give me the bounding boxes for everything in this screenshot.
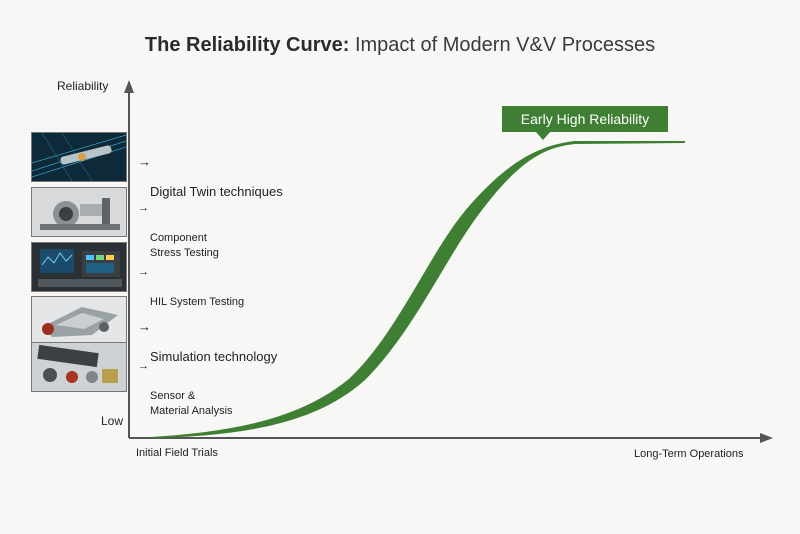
page-title: The Reliability Curve: Impact of Modern …: [0, 34, 800, 57]
reliability-curve: [150, 141, 685, 438]
arrow-right-icon: →: [138, 202, 149, 214]
title-bold: The Reliability Curve:: [144, 34, 350, 56]
item-label: HIL System Testing: [150, 296, 245, 308]
hil-testing-image: [31, 242, 127, 292]
item-label: Simulation technology: [150, 349, 278, 364]
item-hil-testing: → HIL System Testing: [138, 265, 244, 325]
title-rest: Impact of Modern V&V Processes: [354, 34, 656, 56]
item-label: Digital Twin techniques: [150, 184, 283, 199]
item-sensor-analysis: → Sensor & Material Analysis: [138, 359, 233, 434]
digital-twin-image: [31, 132, 127, 182]
y-axis-arrowhead: [124, 80, 134, 93]
arrow-right-icon: →: [138, 360, 149, 372]
y-axis-bottom-label: Low: [101, 414, 124, 428]
x-axis-arrowhead: [760, 433, 773, 443]
item-stress-testing: → Component Stress Testing: [138, 201, 219, 276]
early-high-reliability-callout: Early High Reliability: [502, 106, 668, 132]
simulation-image: [31, 296, 127, 346]
arrow-right-icon: →: [138, 154, 151, 169]
item-label: Sensor & Material Analysis: [150, 390, 233, 417]
arrow-right-icon: →: [138, 319, 151, 334]
item-simulation: → Simulation technology: [138, 319, 277, 379]
x-axis-right-label: Long-Term Operations: [634, 448, 744, 460]
y-axis-top-label: Reliability: [57, 79, 109, 93]
sensor-analysis-image: [31, 342, 127, 392]
arrow-right-icon: →: [138, 266, 149, 278]
stress-testing-image: [31, 187, 127, 237]
x-axis-left-label: Initial Field Trials: [136, 447, 218, 459]
item-label: Component Stress Testing: [150, 232, 219, 259]
callout-pointer: [536, 132, 550, 140]
item-digital-twin: → Digital Twin techniques: [138, 154, 283, 214]
